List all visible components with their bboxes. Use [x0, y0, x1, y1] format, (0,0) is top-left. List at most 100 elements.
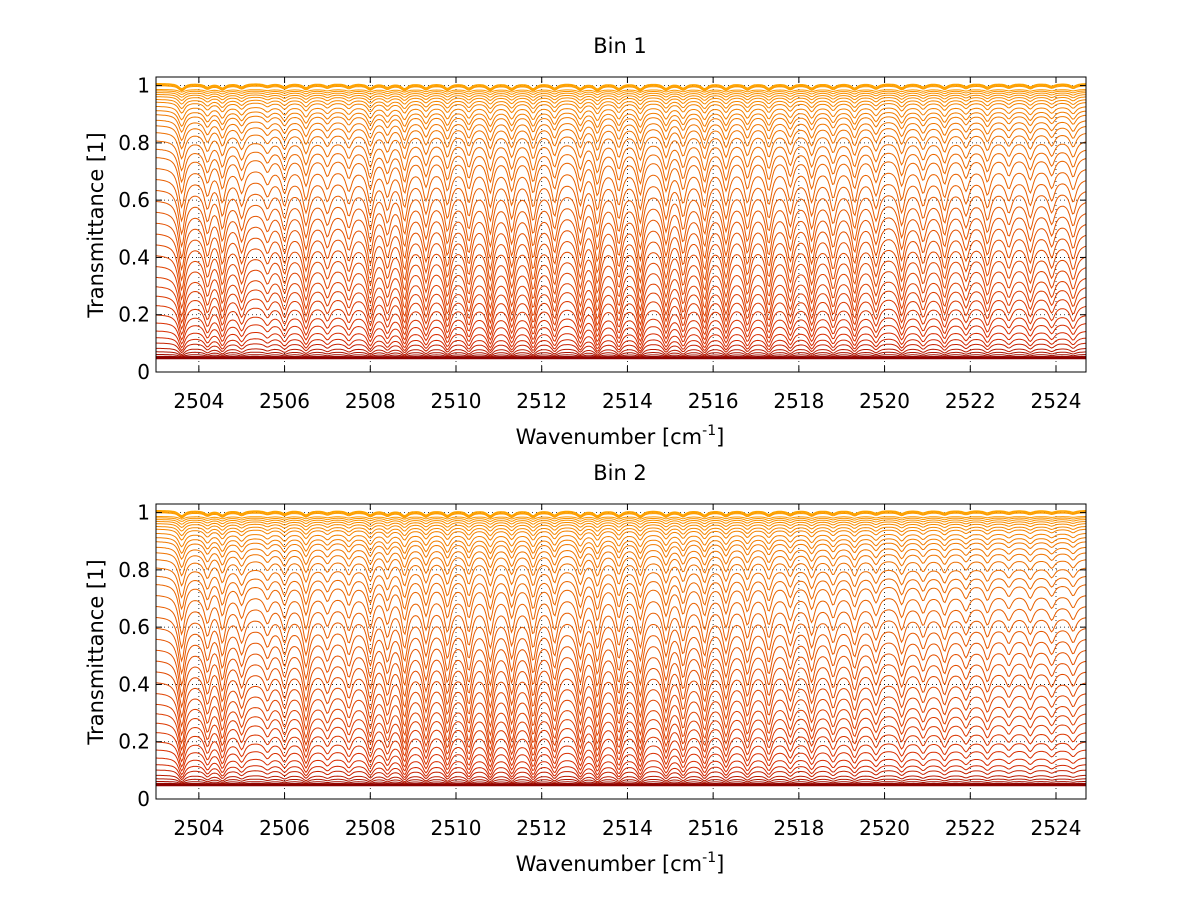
series-line: [155, 741, 1087, 768]
subplot-bin-1: Bin 1 2504 2506 2508 2510 2512 2514 2516 2518 25…: [84, 34, 1087, 449]
series-line: [155, 222, 1087, 274]
series-line: [156, 764, 1087, 779]
x-axis-label: Wavenumber [cm-1]: [516, 423, 725, 449]
series-line: [156, 114, 1087, 134]
series-group: [155, 510, 1087, 787]
series-line: [156, 778, 1087, 784]
series-line: [155, 713, 1087, 752]
series-line: [156, 526, 1087, 537]
series-line: [155, 682, 1087, 729]
x-tick-label: 2520: [859, 816, 910, 840]
series-line: [155, 703, 1087, 745]
series-line: [155, 110, 1087, 129]
series-line: [156, 83, 1087, 90]
x-tick-label: 2512: [516, 389, 567, 413]
series-line: [156, 355, 1086, 358]
x-tick-label: 2522: [945, 389, 996, 413]
series-line: [155, 132, 1087, 162]
x-tick-label: 2520: [859, 389, 910, 413]
series-line: [156, 101, 1087, 115]
series-line: [155, 233, 1087, 285]
x-tick-label: 2504: [173, 816, 224, 840]
y-tick-label: 0.4: [118, 245, 150, 269]
x-axis-label: Wavenumber [cm-1]: [516, 850, 725, 876]
series-line: [155, 546, 1087, 569]
series-line: [155, 693, 1087, 737]
x-tick-label: 2522: [945, 816, 996, 840]
series-line: [156, 517, 1086, 523]
series-line: [155, 595, 1087, 636]
series-line: [155, 559, 1087, 587]
x-tick-label: 2516: [688, 816, 739, 840]
chart-title: Bin 1: [593, 34, 647, 58]
series-line: [155, 148, 1087, 186]
y-tick-label: 0.8: [118, 558, 150, 582]
series-line: [155, 638, 1087, 688]
series-line: [155, 627, 1087, 676]
series-line: [155, 575, 1087, 611]
x-tick-label: 2508: [345, 389, 396, 413]
series-line: [155, 552, 1087, 577]
series-line: [156, 782, 1086, 785]
series-line: [155, 510, 1086, 517]
series-line: [156, 85, 1087, 92]
series-line: [155, 125, 1087, 152]
y-tick-label: 1: [137, 501, 150, 525]
series-line: [156, 511, 1087, 518]
series-line: [156, 516, 1086, 520]
series-line: [156, 541, 1087, 560]
series-line: [156, 106, 1087, 122]
y-tick-label: 1: [137, 74, 150, 98]
x-tick-label: 2504: [173, 389, 224, 413]
series-line: [155, 660, 1087, 709]
x-tick-label: 2514: [602, 389, 653, 413]
y-tick-label: 0: [137, 360, 150, 384]
y-axis-ticks: 0 0.2 0.4 0.6 0.8 1: [118, 74, 1086, 384]
series-line: [155, 757, 1087, 776]
axes-box: [155, 76, 1087, 373]
series-line: [155, 96, 1087, 106]
series-line: [155, 200, 1087, 251]
series-line: [155, 649, 1087, 699]
series-line: [155, 749, 1087, 772]
series-line: [155, 244, 1087, 295]
y-tick-label: 0.6: [118, 615, 150, 639]
y-axis-label: Transmittance [1]: [84, 559, 108, 745]
series-line: [156, 84, 1087, 91]
series-line: [155, 266, 1087, 313]
y-tick-label: 0.6: [118, 188, 150, 212]
series-line: [155, 314, 1087, 343]
series-line: [156, 351, 1087, 357]
subplot-bin-2: Bin 2 2504 2506 2508 2510 2512 2514 2516 2518 25…: [84, 461, 1087, 876]
chart-title: Bin 2: [593, 461, 647, 485]
x-tick-label: 2516: [688, 389, 739, 413]
series-line: [156, 354, 1087, 358]
x-tick-label: 2512: [516, 816, 567, 840]
series-line: [156, 347, 1087, 356]
series-line: [155, 537, 1087, 555]
y-tick-label: 0: [137, 787, 150, 811]
series-line: [155, 140, 1087, 174]
series-line: [156, 519, 1086, 525]
series-line: [156, 92, 1086, 99]
series-line: [155, 606, 1087, 650]
y-tick-label: 0.2: [118, 303, 150, 327]
x-tick-label: 2518: [773, 816, 824, 840]
x-tick-label: 2518: [773, 389, 824, 413]
series-line: [155, 567, 1087, 599]
series-line: [156, 521, 1087, 529]
series-line: [155, 295, 1087, 333]
series-group: [155, 83, 1087, 360]
series-line: [155, 342, 1087, 354]
series-line: [155, 337, 1087, 352]
series-line: [156, 90, 1086, 96]
series-line: [156, 99, 1087, 110]
series-line: [156, 94, 1086, 102]
x-tick-label: 2506: [259, 816, 310, 840]
series-line: [155, 722, 1087, 758]
series-line: [156, 528, 1087, 541]
x-tick-label: 2510: [431, 816, 482, 840]
series-line: [156, 512, 1086, 519]
series-line: [156, 774, 1086, 783]
